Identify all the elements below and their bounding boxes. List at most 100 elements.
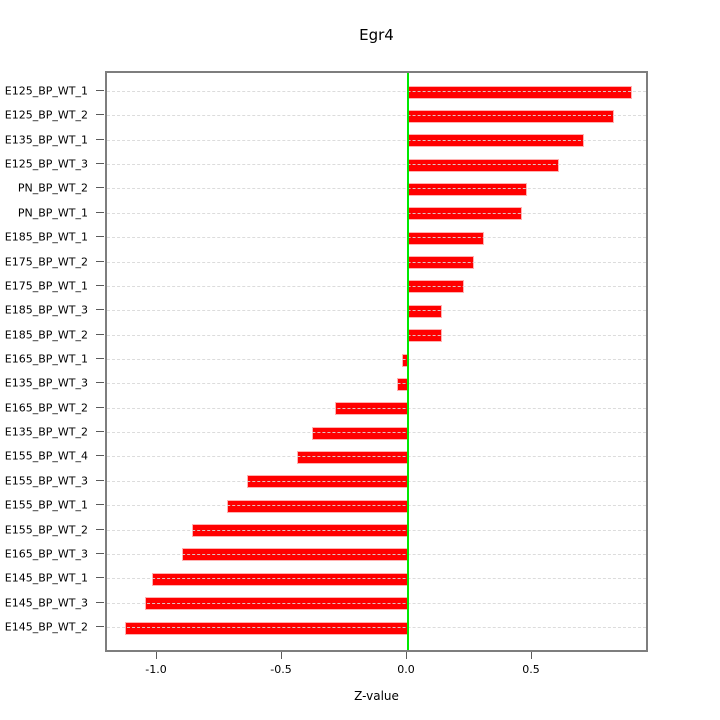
y-axis-label: E165_BP_WT_2 [4, 401, 88, 415]
y-axis-label: E145_BP_WT_1 [4, 571, 88, 585]
gridline [107, 285, 646, 287]
gridline [107, 383, 646, 385]
gridline [107, 627, 646, 628]
plot-area [105, 71, 648, 652]
gridline [107, 480, 646, 482]
y-axis-label: E145_BP_WT_3 [4, 596, 88, 610]
y-axis-label: E135_BP_WT_2 [4, 425, 88, 439]
y-axis-label: E155_BP_WT_2 [4, 523, 88, 537]
y-axis-label: E165_BP_WT_3 [4, 547, 88, 561]
y-axis-label: E175_BP_WT_1 [4, 279, 88, 293]
gridline [107, 553, 646, 555]
y-tick [96, 358, 104, 359]
bar [408, 330, 441, 342]
y-axis-label: E125_BP_WT_3 [4, 157, 88, 171]
gridline [107, 456, 646, 458]
y-tick [96, 211, 104, 213]
bar [153, 573, 408, 585]
y-axis-label: PN_BP_WT_1 [17, 206, 88, 220]
y-tick [96, 309, 104, 311]
gridline [107, 237, 646, 239]
bar [408, 110, 613, 122]
y-axis-label: E155_BP_WT_1 [4, 498, 88, 512]
y-axis-label: E135_BP_WT_3 [4, 376, 88, 390]
x-tick-label: 0.0 [397, 663, 415, 676]
x-tick-label: 0.5 [522, 663, 540, 676]
y-axis-label: PN_BP_WT_2 [17, 181, 88, 195]
y-axis-label: E185_BP_WT_2 [4, 328, 88, 342]
y-axis-label: E185_BP_WT_1 [4, 230, 88, 244]
y-tick [96, 504, 104, 506]
y-tick [96, 601, 104, 603]
gridline [107, 432, 646, 434]
bar [145, 598, 408, 610]
gridline [107, 115, 646, 117]
gridline [107, 164, 646, 166]
bar [248, 476, 408, 488]
y-axis-label: E185_BP_WT_3 [4, 303, 88, 317]
gridline [107, 310, 646, 312]
gridline [107, 359, 646, 360]
y-axis-label: E155_BP_WT_3 [4, 474, 88, 488]
bar [183, 549, 408, 561]
y-tick [96, 114, 104, 116]
gridline [107, 505, 646, 507]
y-tick [96, 577, 104, 579]
y-tick [96, 138, 104, 140]
zero-line [407, 73, 409, 650]
bar [408, 86, 631, 98]
y-tick [96, 163, 104, 165]
y-tick [96, 187, 104, 189]
y-tick [96, 406, 104, 408]
y-axis-label: E125_BP_WT_2 [4, 108, 88, 122]
y-axis-label: E145_BP_WT_2 [4, 620, 88, 634]
bar [408, 135, 583, 147]
gridline [107, 602, 646, 604]
y-tick [96, 455, 104, 457]
chart-title: Egr4 [359, 26, 394, 44]
y-axis-label: E175_BP_WT_2 [4, 255, 88, 269]
x-tick [156, 652, 157, 659]
y-axis-label: E155_BP_WT_4 [4, 449, 88, 463]
y-tick [96, 260, 104, 262]
y-tick [96, 382, 104, 384]
gridline [107, 407, 646, 409]
y-tick [96, 333, 104, 335]
y-tick [96, 431, 104, 433]
bar [408, 232, 483, 244]
bar [335, 403, 408, 415]
x-tick [281, 652, 282, 659]
x-tick-label: -1.0 [145, 663, 167, 676]
y-tick [96, 528, 104, 530]
gridline [107, 529, 646, 531]
y-tick [96, 284, 104, 286]
bar [125, 622, 408, 634]
bar [298, 451, 408, 463]
bar [398, 378, 408, 390]
bar [408, 281, 463, 293]
y-tick [96, 626, 104, 627]
gridline [107, 91, 646, 92]
bar [228, 500, 408, 512]
gridline [107, 334, 646, 336]
x-axis-title: Z-value [354, 689, 399, 703]
bar [408, 208, 521, 220]
bar [193, 525, 408, 537]
gridline [107, 578, 646, 580]
y-tick [96, 236, 104, 238]
gridline [107, 212, 646, 214]
y-axis-label: E135_BP_WT_1 [4, 133, 88, 147]
bar [408, 159, 558, 171]
bar [403, 354, 408, 366]
x-tick [406, 652, 407, 659]
bar [408, 183, 526, 195]
x-tick-label: -0.5 [270, 663, 292, 676]
gridline [107, 261, 646, 263]
gridline [107, 139, 646, 141]
x-tick [531, 652, 532, 659]
y-axis-label: E165_BP_WT_1 [4, 352, 88, 366]
bar [408, 305, 441, 317]
y-tick [96, 90, 104, 91]
gridline [107, 188, 646, 190]
